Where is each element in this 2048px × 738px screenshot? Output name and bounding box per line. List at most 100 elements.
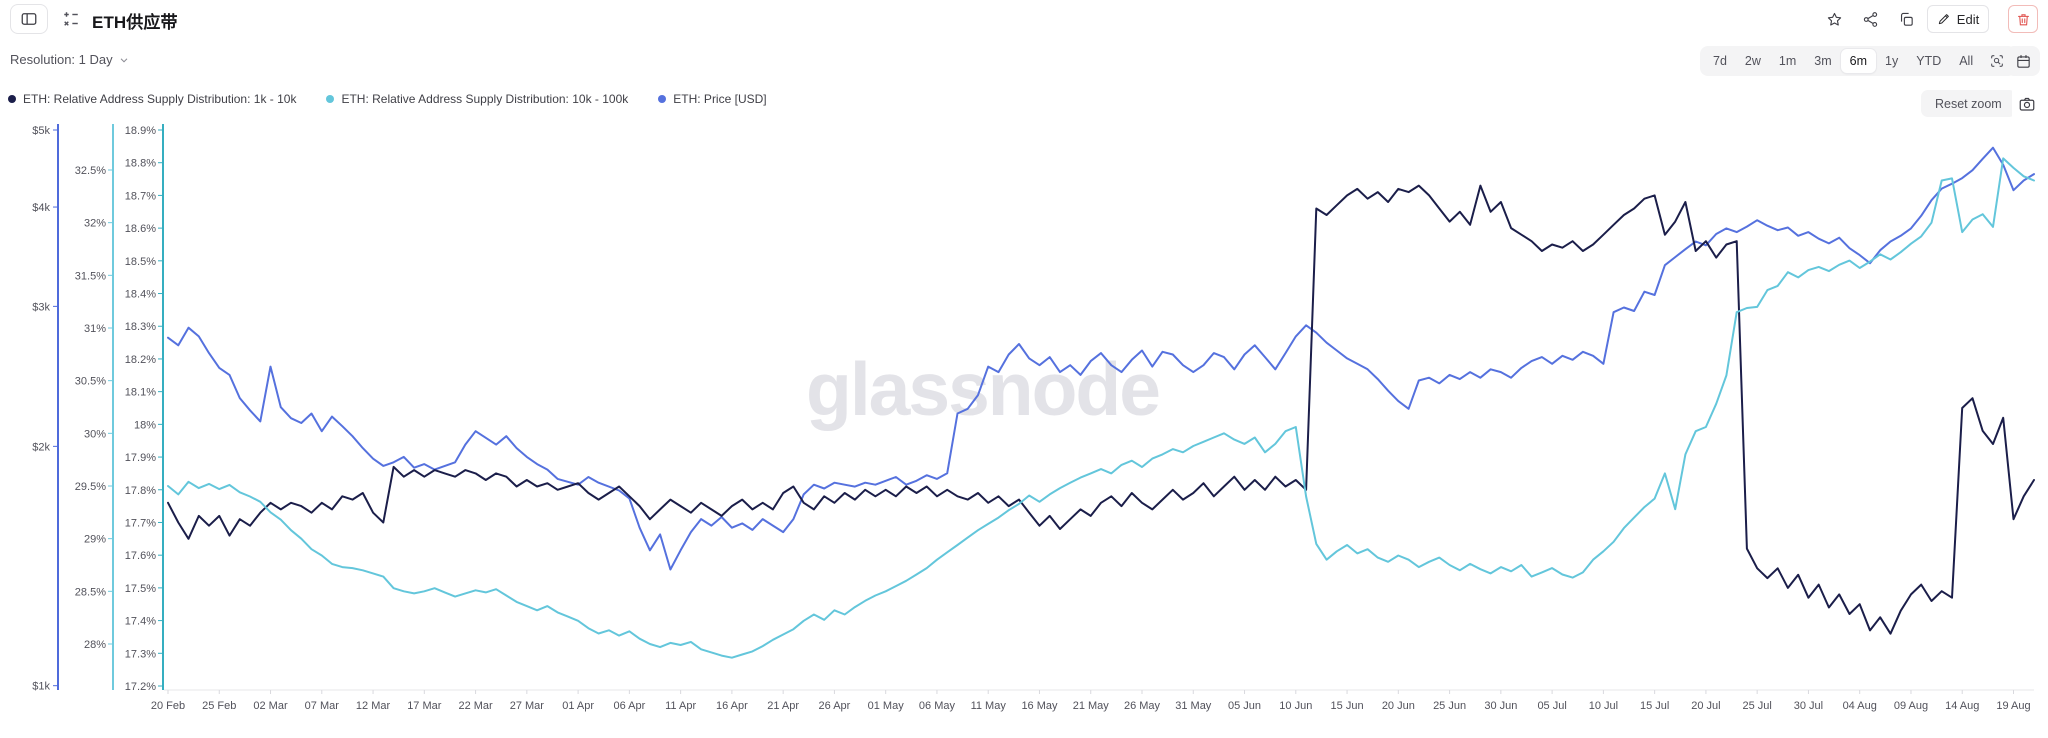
y-axis-tick-label: 17.2%: [125, 681, 156, 693]
marquee-zoom-icon: [1991, 55, 2003, 67]
y-axis-tick-label: $5k: [32, 125, 50, 137]
y-axis-tick-label: 17.9%: [125, 452, 156, 464]
glassnode-watermark: glassnode: [806, 347, 1161, 431]
legend-label: ETH: Price [USD]: [673, 92, 767, 106]
x-axis-tick-label: 21 May: [1073, 700, 1110, 712]
legend-dot: [326, 95, 335, 103]
legend-label: ETH: Relative Address Supply Distributio…: [23, 92, 297, 106]
x-axis-tick-label: 02 Mar: [253, 700, 288, 712]
y-axis-tick-label: 18%: [134, 419, 156, 431]
reset-zoom-button[interactable]: Reset zoom: [1921, 90, 2016, 117]
series-line-supply_1k_10k: [167, 184, 2035, 635]
legend-dot: [658, 95, 667, 103]
y-axis-tick-label: 18.7%: [125, 190, 156, 202]
sidebar-toggle-button[interactable]: [10, 4, 48, 34]
x-axis-tick-label: 19 Aug: [1996, 700, 2030, 712]
x-axis-tick-label: 26 Apr: [819, 700, 851, 712]
y-axis-tick-label: 29.5%: [75, 481, 106, 493]
x-axis-tick-label: 16 May: [1021, 700, 1058, 712]
y-axis-tick-label: 30%: [84, 428, 106, 440]
resolution-label: Resolution: 1 Day: [10, 52, 113, 67]
y-axis-tick-label: $1k: [32, 681, 50, 693]
range-button-1y[interactable]: 1y: [1876, 49, 1907, 73]
calendar-button[interactable]: [2006, 46, 2040, 76]
x-axis-tick-label: 11 May: [971, 700, 1007, 712]
range-button-1m[interactable]: 1m: [1770, 49, 1805, 73]
favorite-button[interactable]: [1819, 5, 1849, 33]
y-axis-tick-label: 31.5%: [75, 270, 106, 282]
y-axis-tick-label: 17.4%: [125, 616, 156, 628]
metrics-icon: [62, 10, 80, 28]
y-axis-tick-label: 30.5%: [75, 376, 106, 388]
x-axis-tick-label: 30 Jul: [1794, 700, 1823, 712]
y-axis-tick-label: 18.3%: [125, 321, 156, 333]
x-axis-tick-label: 09 Aug: [1894, 700, 1928, 712]
legend-dot: [8, 95, 16, 103]
screenshot-button[interactable]: [2012, 90, 2042, 117]
y-axis-tick-label: $3k: [32, 301, 50, 313]
legend-item-supply-10k-100k[interactable]: ETH: Relative Address Supply Distributio…: [326, 92, 628, 106]
duplicate-icon: [1900, 12, 1913, 26]
x-axis-tick-label: 11 Apr: [665, 700, 696, 712]
y-axis-tick-label: $2k: [32, 441, 50, 453]
legend-item-supply-1k-10k[interactable]: ETH: Relative Address Supply Distributio…: [8, 92, 296, 106]
x-axis-tick-label: 17 Mar: [407, 700, 442, 712]
y-axis-tick-label: 18.6%: [125, 223, 156, 235]
trash-icon: [2017, 13, 2029, 25]
x-axis-tick-label: 22 Mar: [458, 700, 493, 712]
range-button-all[interactable]: All: [1950, 49, 1982, 73]
y-axis-tick-label: 28.5%: [75, 586, 106, 598]
duplicate-button[interactable]: [1891, 5, 1921, 33]
y-axis-tick-label: 18.1%: [125, 387, 156, 399]
y-axis-tick-label: 18.8%: [125, 158, 156, 170]
legend-item-price[interactable]: ETH: Price [USD]: [658, 92, 767, 106]
share-button[interactable]: [1855, 5, 1885, 33]
x-axis-tick-label: 15 Jul: [1640, 700, 1669, 712]
resolution-dropdown[interactable]: Resolution: 1 Day: [10, 52, 130, 67]
sidebar-toggle-icon: [21, 13, 37, 25]
x-axis-tick-label: 20 Jul: [1691, 700, 1720, 712]
y-axis-tick-label: 18.5%: [125, 256, 156, 268]
x-axis-tick-label: 07 Mar: [305, 700, 340, 712]
range-button-6m[interactable]: 6m: [1840, 49, 1877, 73]
x-axis-tick-label: 20 Feb: [151, 700, 185, 712]
x-axis-tick-label: 10 Jul: [1589, 700, 1618, 712]
y-axis-tick-label: 18.4%: [125, 289, 156, 301]
x-axis-tick-label: 14 Aug: [1945, 700, 1979, 712]
y-axis-tick-label: 31%: [84, 323, 106, 335]
y-axis-tick-label: 28%: [84, 639, 106, 651]
x-axis-tick-label: 15 Jun: [1331, 700, 1364, 712]
x-axis-tick-label: 31 May: [1175, 700, 1212, 712]
x-axis-tick-label: 25 Feb: [202, 700, 236, 712]
edit-button-label: Edit: [1956, 11, 1980, 27]
edit-button[interactable]: Edit: [1927, 5, 1989, 33]
series-line-price: [167, 146, 2035, 571]
x-axis-tick-label: 10 Jun: [1279, 700, 1312, 712]
y-axis-tick-label: 18.9%: [125, 125, 156, 137]
range-button-7d[interactable]: 7d: [1704, 49, 1736, 73]
y-axis-tick-label: 17.8%: [125, 485, 156, 497]
range-button-3m[interactable]: 3m: [1805, 49, 1840, 73]
y-axis-tick-label: 17.7%: [125, 517, 156, 529]
x-axis-tick-label: 25 Jun: [1433, 700, 1466, 712]
x-axis-tick-label: 16 Apr: [716, 700, 748, 712]
time-range-group: 7d 2w 1m 3m 6m 1y YTD All: [1700, 46, 2017, 76]
pencil-icon: [1938, 14, 1949, 25]
legend: ETH: Relative Address Supply Distributio…: [8, 92, 767, 106]
y-axis-tick-label: 29%: [84, 534, 106, 546]
x-axis-tick-label: 21 Apr: [767, 700, 799, 712]
series-line-supply_10k_100k: [167, 157, 2035, 659]
range-button-2w[interactable]: 2w: [1736, 49, 1770, 73]
x-axis-tick-label: 05 Jun: [1228, 700, 1261, 712]
x-axis-tick-label: 01 Apr: [562, 700, 594, 712]
x-axis-tick-label: 05 Jul: [1537, 700, 1566, 712]
x-axis-tick-label: 06 Apr: [613, 700, 645, 712]
x-axis-tick-label: 04 Aug: [1843, 700, 1877, 712]
y-axis-tick-label: 18.2%: [125, 354, 156, 366]
y-axis-tick-label: 17.5%: [125, 583, 156, 595]
share-icon: [1863, 11, 1877, 27]
delete-button[interactable]: [2008, 5, 2038, 33]
range-button-ytd[interactable]: YTD: [1907, 49, 1950, 73]
marquee-zoom-button[interactable]: [1982, 49, 2012, 73]
